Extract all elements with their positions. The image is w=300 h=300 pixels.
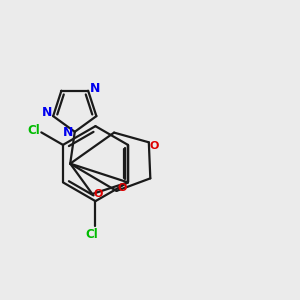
Text: N: N bbox=[42, 106, 53, 119]
Text: N: N bbox=[63, 127, 73, 140]
Text: O: O bbox=[118, 182, 127, 193]
Text: O: O bbox=[150, 141, 159, 151]
Text: Cl: Cl bbox=[86, 228, 98, 241]
Text: Cl: Cl bbox=[27, 124, 40, 136]
Text: N: N bbox=[90, 82, 100, 95]
Text: O: O bbox=[93, 189, 103, 199]
